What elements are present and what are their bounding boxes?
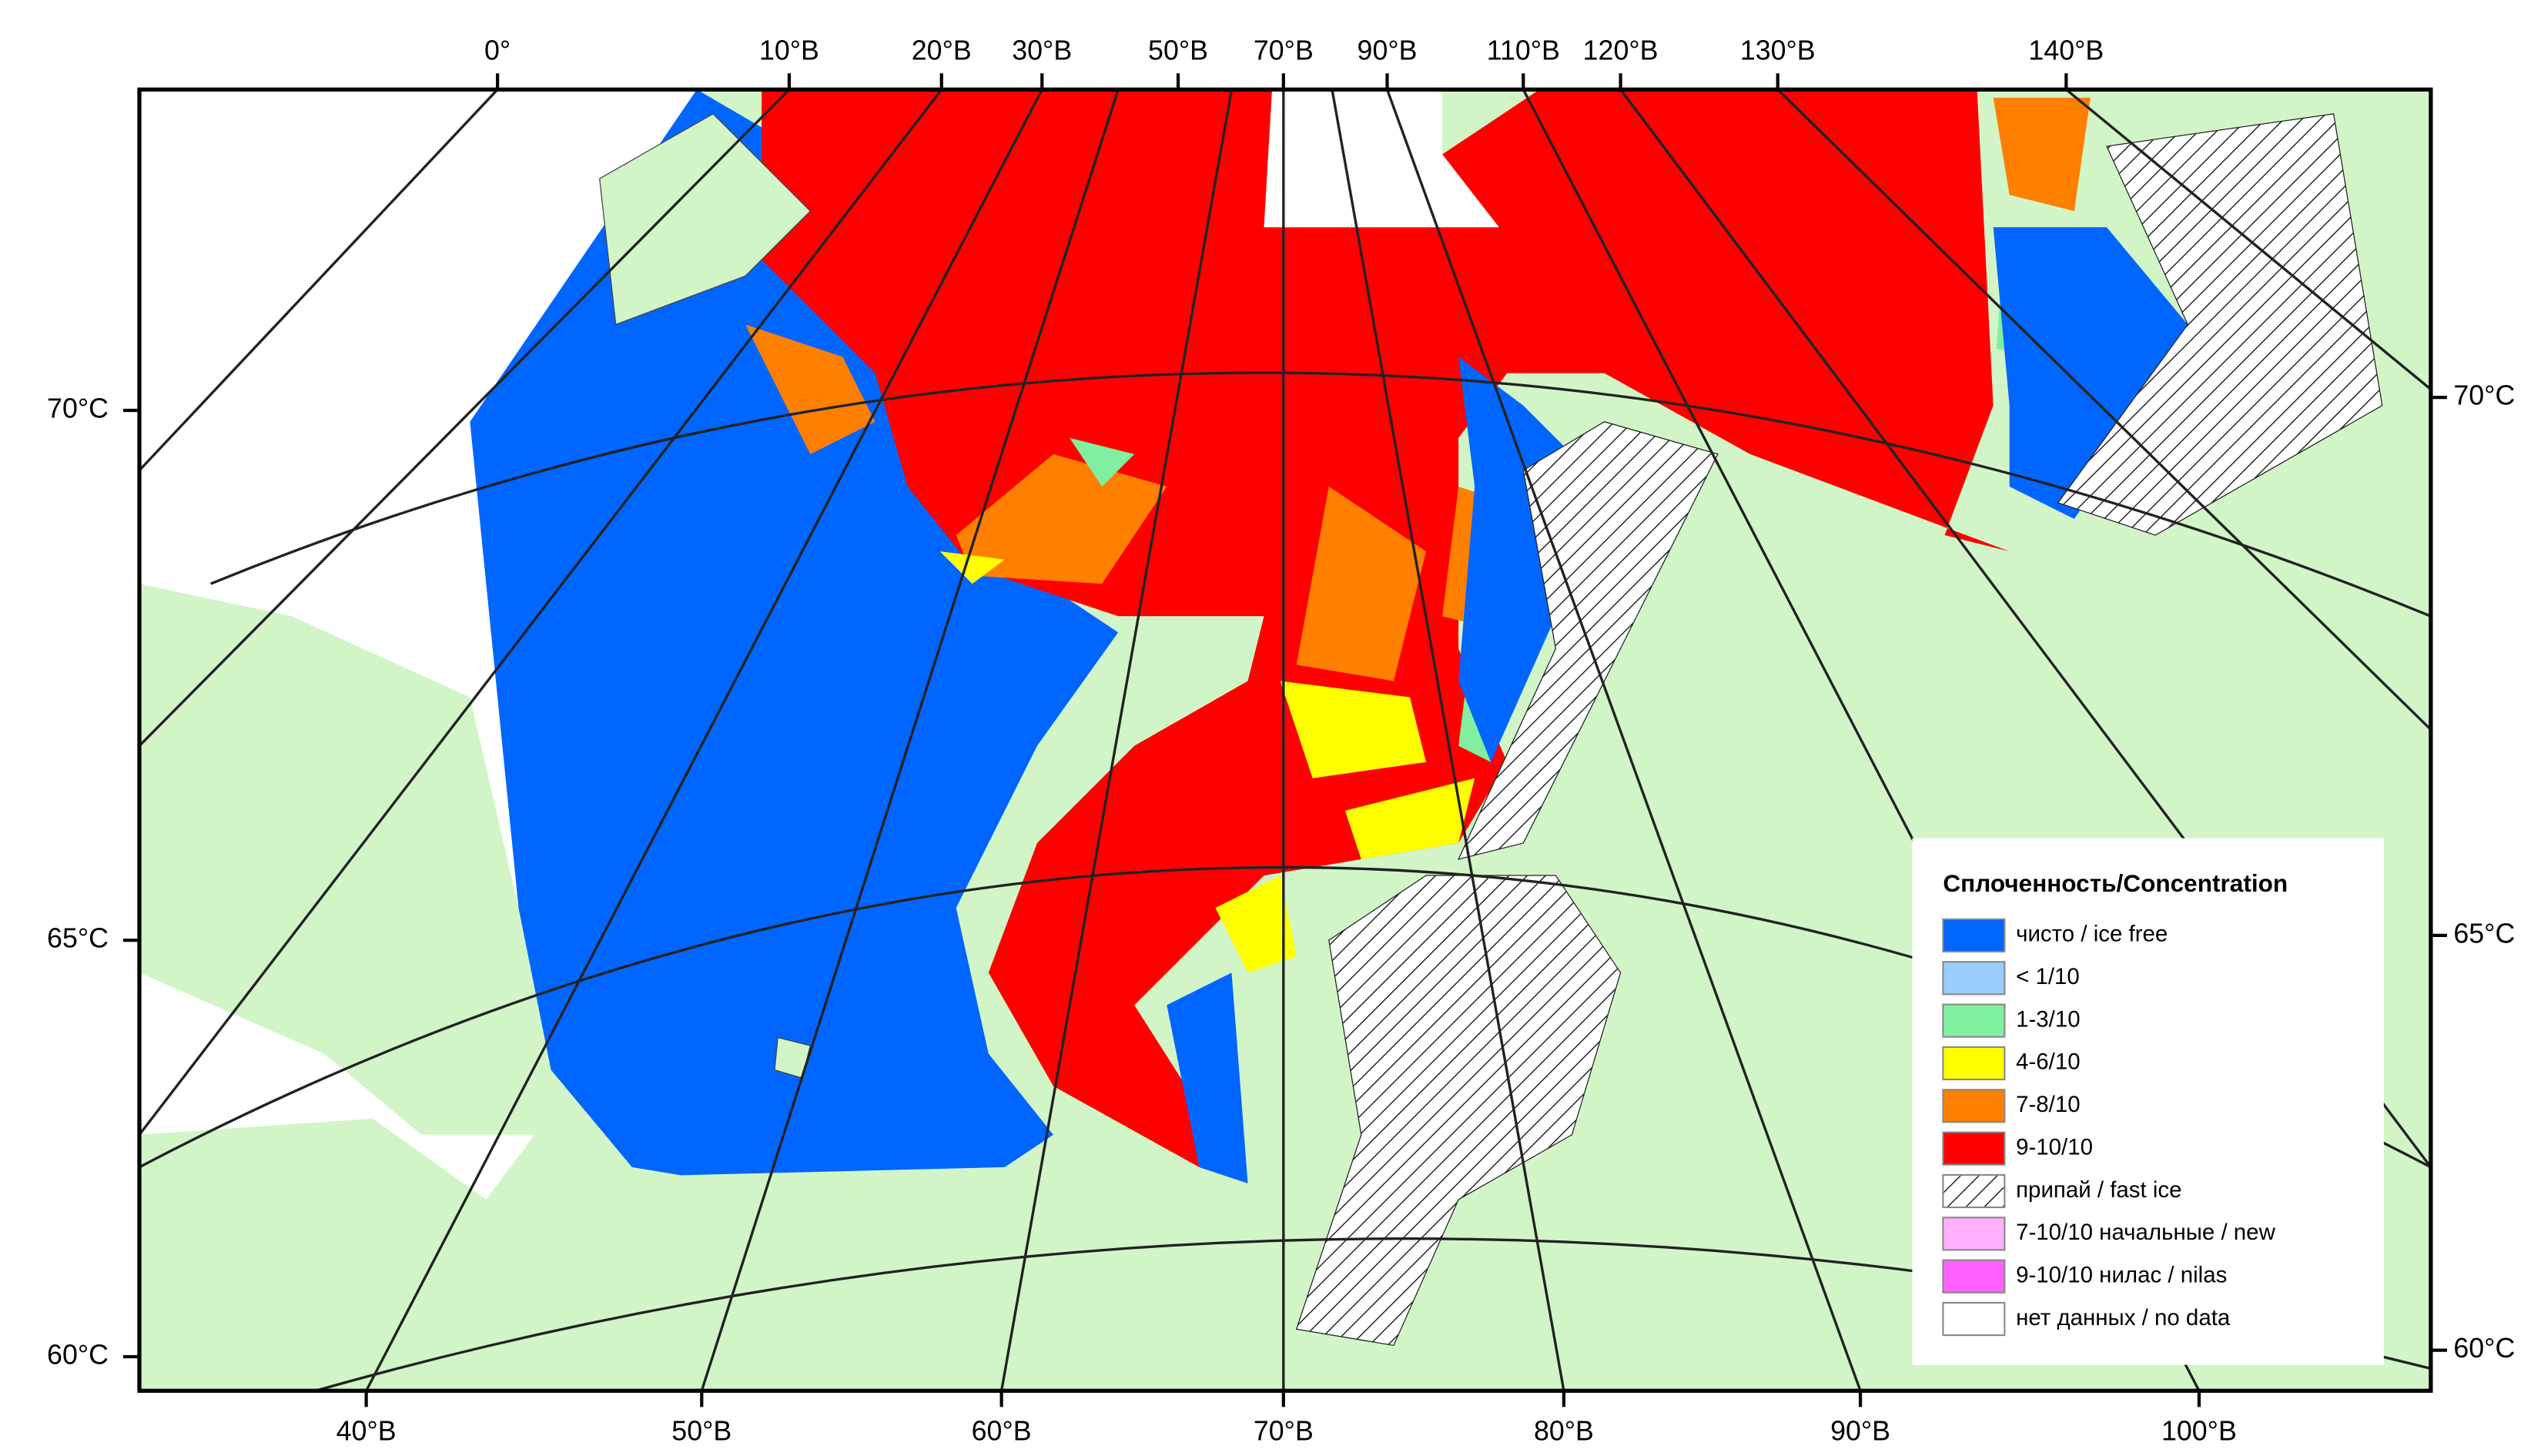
legend: Сплоченность/Concentration чисто / ice f… (1912, 838, 2384, 1365)
bottom-longitude-label: 100°В (2161, 1415, 2237, 1446)
top-longitude-label: 0° (484, 35, 511, 65)
legend-swatch (1942, 1301, 2006, 1337)
top-longitude-label: 30°В (1012, 35, 1072, 65)
coordinate-labels: 0° 10°В 20°В 30°В 50°В 70°В 90°В 110°В 120°В 130°… (47, 35, 2515, 1446)
legend-label: < 1/10 (2016, 964, 2080, 989)
meridian (2065, 89, 2431, 390)
parallel (209, 371, 2431, 618)
legend-label: чисто / ice free (2016, 922, 2168, 947)
legend-label: 7-8/10 (2016, 1092, 2081, 1117)
bottom-longitude-label: 80°В (1534, 1415, 1594, 1446)
bottom-longitude-label: 60°В (972, 1415, 1032, 1446)
meridian (700, 89, 1120, 1391)
map-body (139, 89, 2431, 1391)
ice-7-8 (745, 97, 2091, 681)
ice-free-sea (470, 89, 1119, 1176)
left-latitude-label: 70°С (47, 393, 109, 423)
legend-swatch (1942, 1003, 2006, 1038)
bottom-longitude-label: 70°В (1254, 1415, 1314, 1446)
legend-swatch (1942, 918, 2006, 952)
bottom-longitude-label: 50°В (671, 1415, 732, 1446)
legend-swatch (1942, 1131, 2006, 1166)
graticule (139, 89, 2431, 1391)
legend-swatch (1942, 1217, 2006, 1251)
top-longitude-label: 10°В (759, 35, 819, 65)
top-longitude-label: 140°В (2028, 35, 2104, 65)
ice-free-east (1167, 227, 2188, 1183)
scandinavia (139, 584, 535, 1135)
legend-swatch (1942, 1089, 2006, 1123)
legend-swatch (1942, 1173, 2006, 1209)
top-longitude-label: 70°В (1254, 35, 1314, 65)
no-data-gap (1264, 89, 1499, 228)
bottom-longitude-label: 40°В (336, 1415, 397, 1446)
bottom-longitude-label: 90°В (1830, 1415, 1890, 1446)
legend-swatch (1942, 961, 2006, 996)
legend-label: 7-10/10 начальные / new (2016, 1220, 2275, 1245)
legend-title: Сплоченность/Concentration (1943, 869, 2288, 897)
meridian (139, 89, 499, 472)
right-latitude-label: 65°С (2453, 918, 2515, 949)
legend-swatch (1942, 1259, 2006, 1294)
top-longitude-label: 20°В (912, 35, 972, 65)
meridian (1385, 89, 1862, 1391)
legend-label: нет данных / no data (2016, 1305, 2231, 1330)
top-longitude-label: 120°В (1583, 35, 1659, 65)
legend-label: 1-3/10 (2016, 1006, 2081, 1032)
legend-swatch (1942, 1046, 2006, 1081)
legend-label: 9-10/10 (2016, 1134, 2093, 1160)
legend-label: припай / fast ice (2016, 1177, 2181, 1203)
legend-label: 4-6/10 (2016, 1049, 2081, 1075)
meridian (139, 89, 943, 1136)
left-latitude-label: 60°С (47, 1340, 109, 1371)
right-latitude-label: 60°С (2453, 1333, 2515, 1364)
right-latitude-label: 70°С (2453, 380, 2515, 411)
top-longitude-label: 110°В (1487, 35, 1560, 65)
top-longitude-label: 90°В (1358, 35, 1418, 65)
ice-4-6 (939, 551, 1475, 973)
meridian (1331, 89, 1565, 1391)
meridian (1776, 89, 2431, 731)
left-latitude-label: 65°С (47, 923, 109, 954)
top-longitude-label: 50°В (1148, 35, 1208, 65)
meridian (139, 89, 791, 747)
legend-label: 9-10/10 нилас / nilas (2016, 1262, 2227, 1287)
top-longitude-label: 130°В (1740, 35, 1816, 65)
fast-ice (1295, 113, 2383, 1347)
meridian (999, 89, 1234, 1391)
meridian (365, 89, 1043, 1391)
